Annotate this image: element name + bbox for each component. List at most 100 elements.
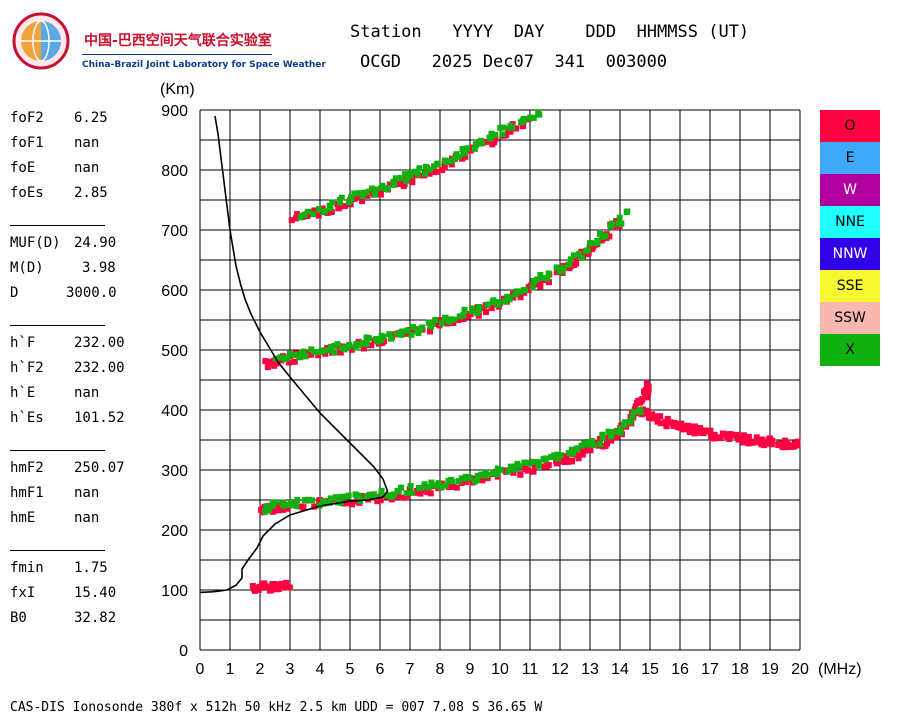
echo-point-x: [624, 208, 631, 215]
echo-point-o: [750, 439, 757, 446]
echo-point-x: [584, 438, 591, 445]
echo-point-o: [562, 453, 569, 460]
echo-point-x: [609, 220, 616, 227]
x-tick-label: 0: [196, 661, 205, 678]
echo-point-x: [301, 211, 308, 218]
echo-point-x: [369, 185, 376, 192]
plot-ticks: 0 1 2 3 4 5 6 7 8 9 10 11 12 13 14 15 16 17 18 19 2001002003…: [160, 81, 862, 678]
echo-point-o: [492, 135, 499, 142]
y-tick-label: 700: [161, 223, 188, 240]
echo-point-x: [414, 171, 421, 178]
echo-point-o: [328, 208, 335, 215]
echo-point-x: [469, 308, 476, 315]
echo-point-o: [434, 168, 441, 175]
echo-point-o: [708, 434, 715, 441]
echo-point-o: [447, 483, 454, 490]
echo-point-o: [510, 294, 517, 301]
echo-point-x: [514, 288, 521, 295]
param-value: nan: [74, 385, 100, 401]
param-value: 24.90: [74, 235, 117, 251]
echo-point-x: [296, 354, 303, 361]
echo-point-x: [558, 268, 565, 275]
param-separator: [10, 450, 105, 451]
param-value: nan: [74, 160, 100, 176]
echo-point-o: [294, 211, 301, 218]
echo-point-x: [365, 335, 372, 342]
echo-point-x: [438, 484, 445, 491]
echo-point-x: [621, 421, 628, 428]
param-value: 6.25: [74, 110, 108, 126]
x-tick-label: 13: [581, 661, 599, 678]
echo-point-x: [425, 319, 432, 326]
echo-point-o: [479, 477, 486, 484]
echo-point-x: [466, 474, 473, 481]
echo-point-o: [517, 471, 524, 478]
echo-point-o: [401, 494, 408, 501]
echo-point-x: [305, 208, 312, 215]
param-value: 101.52: [74, 410, 125, 426]
echo-point-o: [265, 358, 272, 365]
echo-point-o: [377, 497, 384, 504]
echo-point-o: [448, 161, 455, 168]
legend-item-x: X: [820, 334, 880, 366]
echo-point-o: [491, 139, 498, 146]
echo-point-o: [386, 181, 393, 188]
echo-point-o: [747, 439, 754, 446]
echo-point-o: [455, 317, 462, 324]
echo-point-x: [627, 418, 634, 425]
echo-point-x: [553, 264, 560, 271]
param-label: hmE: [10, 510, 36, 526]
echo-point-o: [281, 582, 288, 589]
echo-point-x: [380, 333, 387, 340]
echo-point-o: [664, 415, 671, 422]
legend-item-ssw: SSW: [820, 302, 880, 334]
echo-point-x: [516, 463, 523, 470]
echo-point-x: [521, 115, 528, 122]
echo-point-x: [471, 145, 478, 152]
echo-point-x: [438, 320, 445, 327]
echo-point-x: [568, 446, 575, 453]
echo-point-o: [401, 181, 408, 188]
echo-point-x: [449, 478, 456, 485]
echo-point-x: [599, 431, 606, 438]
echo-point-x: [529, 284, 536, 291]
echo-point-x: [450, 156, 457, 163]
echo-point-o: [304, 212, 311, 219]
y-tick-label: 900: [161, 103, 188, 120]
echo-point-x: [578, 254, 585, 261]
param-label: foF1: [10, 135, 44, 151]
echo-point-x: [553, 451, 560, 458]
echo-point-o: [780, 441, 787, 448]
param-value: 3000.0: [66, 285, 117, 301]
echo-point-x: [422, 170, 429, 177]
echo-point-o: [765, 440, 772, 447]
echo-point-x: [404, 327, 411, 334]
echo-point-x: [463, 475, 470, 482]
echo-point-x: [545, 270, 552, 277]
echo-point-x: [495, 299, 502, 306]
echo-point-x: [284, 355, 291, 362]
echo-point-x: [359, 340, 366, 347]
y-tick-label: 300: [161, 463, 188, 480]
echo-point-o: [364, 192, 371, 199]
echo-point-x: [283, 502, 290, 509]
y-axis-label: (Km): [160, 81, 195, 98]
echo-point-x: [512, 291, 519, 298]
echo-point-o: [460, 316, 467, 323]
echo-point-o: [311, 207, 318, 214]
echo-point-o: [758, 441, 765, 448]
echo-point-x: [517, 288, 524, 295]
echo-point-o: [291, 358, 298, 365]
echo-point-x: [374, 338, 381, 345]
echo-point-o: [424, 489, 431, 496]
echo-point-o: [437, 317, 444, 324]
echo-point-x: [565, 450, 572, 457]
echo-point-o: [711, 431, 718, 438]
echo-point-x: [336, 199, 343, 206]
legend-item-sse: SSE: [820, 270, 880, 302]
y-tick-label: 800: [161, 163, 188, 180]
param-value: 1.75: [74, 560, 108, 576]
x-tick-label: 15: [641, 661, 659, 678]
echo-point-x: [300, 348, 307, 355]
echo-point-x: [442, 482, 449, 489]
